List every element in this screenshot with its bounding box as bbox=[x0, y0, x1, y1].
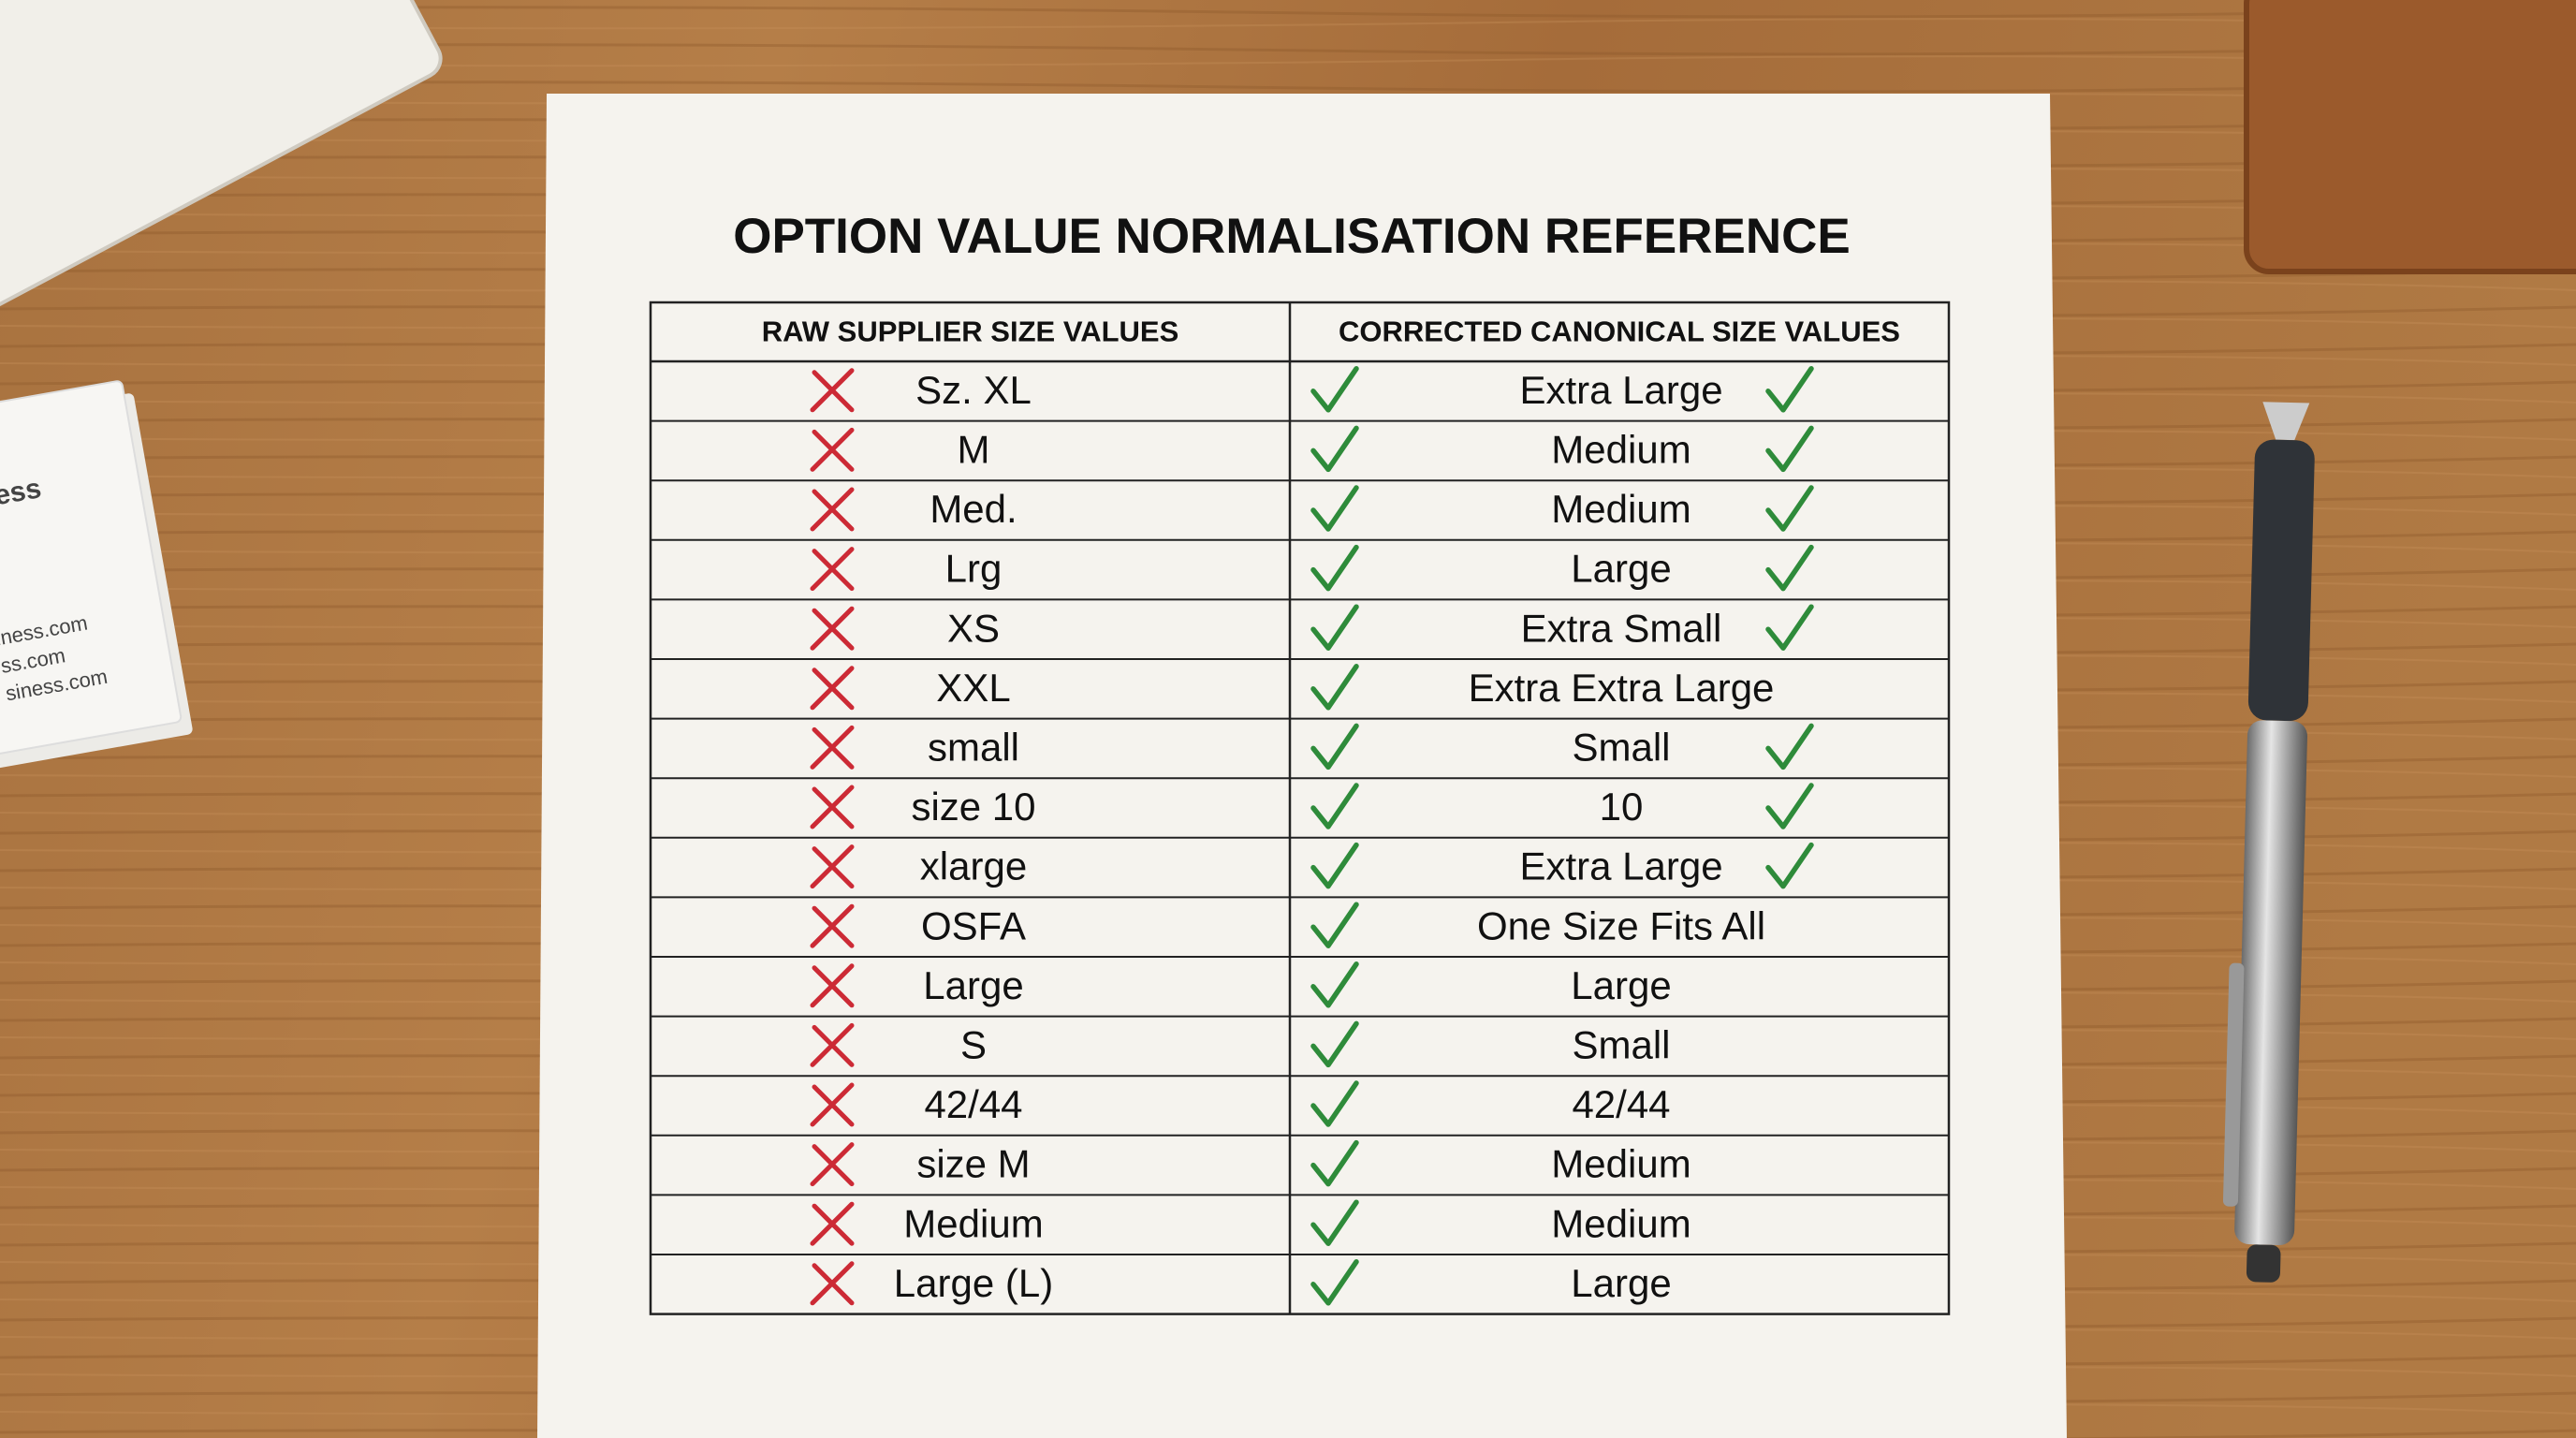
raw-value: Large (L) bbox=[894, 1261, 1053, 1305]
canonical-value: Medium bbox=[1551, 1201, 1690, 1245]
canonical-value: Small bbox=[1572, 725, 1670, 769]
raw-value: XXL bbox=[936, 666, 1010, 710]
raw-value: XS bbox=[947, 606, 1000, 650]
paper bbox=[537, 94, 2067, 1438]
raw-value: xlarge bbox=[920, 844, 1027, 888]
cross-mark bbox=[810, 368, 855, 413]
check-mark bbox=[1310, 902, 1359, 948]
cross-mark bbox=[810, 903, 855, 948]
canonical-value: Extra Large bbox=[1519, 844, 1722, 888]
canonical-value: 42/44 bbox=[1572, 1082, 1670, 1126]
raw-value: size M bbox=[916, 1142, 1030, 1186]
cross-mark bbox=[810, 1261, 855, 1306]
check-mark bbox=[1310, 485, 1359, 532]
cross-mark bbox=[810, 427, 855, 472]
canonical-value: Small bbox=[1572, 1022, 1670, 1066]
check-mark bbox=[1310, 604, 1359, 651]
check-mark bbox=[1310, 664, 1359, 711]
check-mark bbox=[1310, 783, 1359, 829]
title: OPTION VALUE NORMALISATION REFERENCE bbox=[733, 209, 1851, 264]
cross-mark bbox=[810, 666, 855, 711]
check-mark bbox=[1765, 783, 1814, 829]
check-mark bbox=[1310, 723, 1359, 770]
leather-folder bbox=[2244, 0, 2576, 274]
raw-value: Med. bbox=[929, 487, 1017, 531]
check-mark bbox=[1765, 604, 1814, 651]
raw-value: Medium bbox=[903, 1201, 1043, 1245]
check-mark bbox=[1310, 544, 1359, 592]
canonical-value: Large bbox=[1571, 547, 1671, 591]
canonical-value: Medium bbox=[1551, 1142, 1690, 1186]
notebook bbox=[0, 0, 443, 344]
cross-mark bbox=[810, 844, 855, 889]
canonical-value: Extra Extra Large bbox=[1469, 666, 1775, 710]
canonical-value: Extra Small bbox=[1521, 606, 1722, 650]
raw-value: Sz. XL bbox=[915, 368, 1032, 412]
cross-mark bbox=[810, 1142, 855, 1187]
check-mark bbox=[1310, 842, 1359, 889]
check-mark bbox=[1310, 1139, 1359, 1187]
canonical-value: Large bbox=[1571, 1261, 1671, 1305]
canonical-value: Large bbox=[1571, 963, 1671, 1007]
cross-mark bbox=[810, 1022, 855, 1067]
column-header: RAW SUPPLIER SIZE VALUES bbox=[762, 315, 1179, 348]
check-mark bbox=[1310, 1199, 1359, 1246]
pen bbox=[2222, 402, 2315, 1283]
check-mark bbox=[1765, 544, 1814, 592]
check-mark bbox=[1765, 723, 1814, 770]
canonical-value: Medium bbox=[1551, 487, 1690, 531]
canonical-value: 10 bbox=[1600, 785, 1644, 829]
check-mark bbox=[1765, 366, 1814, 413]
table: RAW SUPPLIER SIZE VALUES CORRECTED CANONI… bbox=[649, 301, 1951, 1315]
check-mark bbox=[1310, 961, 1359, 1008]
table-border bbox=[649, 301, 1951, 1315]
cross-mark bbox=[810, 547, 855, 592]
raw-value: Lrg bbox=[945, 547, 1003, 591]
raw-value: S bbox=[960, 1022, 987, 1066]
cross-mark bbox=[810, 785, 855, 829]
canonical-value: Extra Large bbox=[1519, 368, 1722, 412]
raw-value: OSFA bbox=[921, 903, 1026, 947]
column-header: CORRECTED CANONICAL SIZE VALUES bbox=[1339, 315, 1900, 348]
check-mark bbox=[1765, 485, 1814, 532]
raw-value: 42/44 bbox=[924, 1082, 1022, 1126]
raw-value: Large bbox=[923, 963, 1023, 1007]
cross-mark bbox=[810, 606, 855, 651]
check-mark bbox=[1765, 425, 1814, 473]
cross-mark bbox=[810, 1201, 855, 1246]
raw-value: M bbox=[958, 427, 990, 471]
check-mark bbox=[1310, 1080, 1359, 1127]
check-mark bbox=[1310, 1259, 1359, 1306]
cross-mark bbox=[810, 725, 855, 770]
check-mark bbox=[1310, 1020, 1359, 1068]
cross-mark bbox=[810, 487, 855, 532]
raw-value: size 10 bbox=[911, 785, 1035, 829]
check-mark bbox=[1310, 425, 1359, 473]
cross-mark bbox=[810, 1082, 855, 1127]
check-mark bbox=[1310, 366, 1359, 413]
check-mark bbox=[1765, 842, 1814, 889]
canonical-value: Medium bbox=[1551, 427, 1690, 471]
cross-mark bbox=[810, 963, 855, 1008]
canonical-value: One Size Fits All bbox=[1477, 903, 1765, 947]
raw-value: small bbox=[928, 725, 1019, 769]
